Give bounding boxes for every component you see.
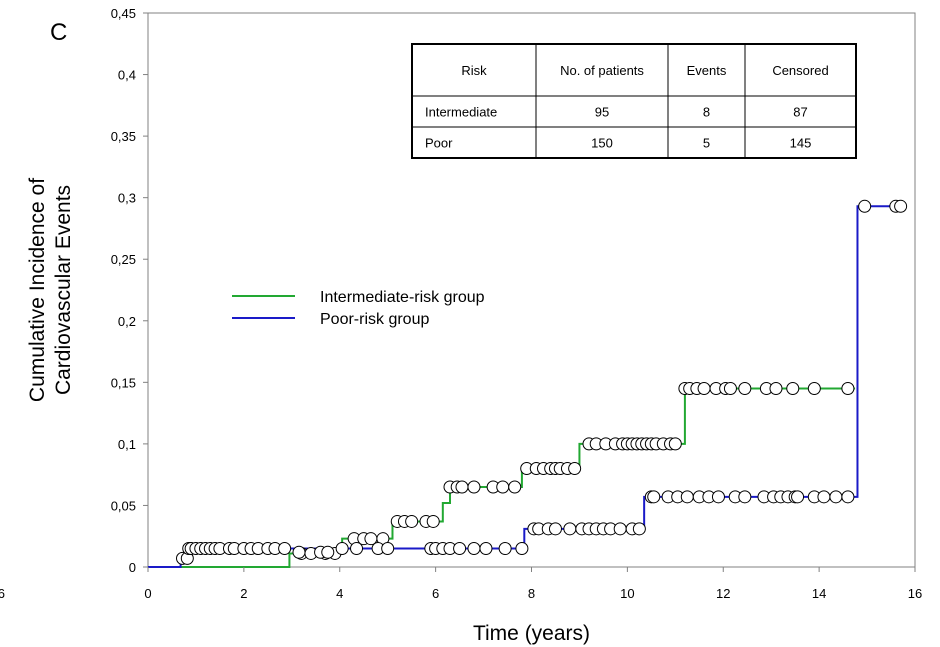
table-cell: Intermediate: [425, 105, 497, 120]
poor-censor-marker: [680, 490, 694, 504]
table-cell: Poor: [425, 136, 453, 151]
poor-censor-marker: [632, 522, 646, 536]
x-tick-label: 4: [336, 586, 343, 601]
stray-tick-label: 6: [0, 586, 5, 601]
table-cell: 5: [703, 136, 710, 151]
poor-censor-marker: [515, 542, 529, 556]
table-header-cell: Risk: [461, 63, 487, 78]
intermediate-censor-marker: [508, 480, 522, 494]
table-cell: 87: [793, 105, 807, 120]
intermediate-censor-marker: [405, 514, 419, 528]
y-tick-label: 0,4: [118, 68, 136, 83]
intermediate-censor-marker: [769, 381, 783, 395]
intermediate-censor-marker: [496, 480, 510, 494]
poor-censor-marker: [548, 522, 562, 536]
intermediate-step-line: [148, 387, 856, 568]
y-tick-label: 0,15: [111, 375, 136, 390]
poor-censor-marker: [498, 542, 512, 556]
poor-censor-marker: [791, 490, 805, 504]
poor-censor-marker: [467, 542, 481, 556]
x-tick-label: 14: [812, 586, 826, 601]
intermediate-censor-marker: [668, 437, 682, 451]
poor-censor-marker: [647, 490, 661, 504]
poor-censor-marker: [738, 490, 752, 504]
legend-label: Poor-risk group: [320, 311, 429, 328]
table-cell: 150: [591, 136, 613, 151]
stats-table: Risk No. of patients Events Censored Interme…: [411, 43, 857, 159]
x-tick-label: 8: [528, 586, 535, 601]
poor-censor-marker: [278, 542, 292, 556]
x-tick-label: 16: [908, 586, 922, 601]
poor-censor-marker: [894, 199, 908, 213]
table-border: [411, 43, 857, 159]
table-cell: 8: [703, 105, 710, 120]
poor-censor-marker: [841, 490, 855, 504]
table-cell: 145: [790, 136, 812, 151]
legend: Intermediate-risk group Poor-risk group: [232, 289, 485, 328]
intermediate-censor-marker: [807, 381, 821, 395]
x-tick-label: 6: [432, 586, 439, 601]
poor-censor-marker: [829, 490, 843, 504]
poor-censor-marker: [711, 490, 725, 504]
legend-label: Intermediate-risk group: [320, 289, 485, 306]
y-tick-label: 0,2: [118, 314, 136, 329]
poor-censor-marker: [381, 542, 395, 556]
table-cell: 95: [595, 105, 609, 120]
table-header-cell: Events: [687, 63, 727, 78]
y-tick-label: 0,05: [111, 498, 136, 513]
y-tick-label: 0,3: [118, 191, 136, 206]
y-axis-title-line-1: Cumulative Incidence of: [26, 178, 49, 402]
poor-censor-marker: [350, 542, 364, 556]
poor-censor-marker: [563, 522, 577, 536]
poor-censor-marker: [453, 542, 467, 556]
intermediate-censor-marker: [455, 480, 469, 494]
poor-censor-marker: [613, 522, 627, 536]
y-tick-label: 0: [129, 560, 136, 575]
intermediate-censor-marker: [841, 381, 855, 395]
intermediate-censor-marker: [697, 381, 711, 395]
poor-censor-marker: [335, 542, 349, 556]
x-tick-label: 0: [144, 586, 151, 601]
x-axis-title: Time (years): [473, 622, 590, 645]
intermediate-censor-marker: [426, 514, 440, 528]
poor-censor-marker: [817, 490, 831, 504]
x-tick-label: 2: [240, 586, 247, 601]
y-tick-label: 0,45: [111, 6, 136, 21]
x-tick-label: 12: [716, 586, 730, 601]
poor-censor-marker: [479, 542, 493, 556]
x-tick-label: 10: [620, 586, 634, 601]
intermediate-censor-marker: [723, 381, 737, 395]
panel-label: C: [50, 19, 67, 46]
poor-censor-marker: [292, 545, 306, 559]
y-axis-title-line-2: Cardiovascular Events: [52, 185, 75, 395]
poor-censor-marker: [321, 545, 335, 559]
intermediate-censor-marker: [786, 381, 800, 395]
table-header-cell: Censored: [772, 63, 828, 78]
y-tick-label: 0,25: [111, 252, 136, 267]
y-tick-label: 0,1: [118, 437, 136, 452]
poor-censor-marker: [858, 199, 872, 213]
intermediate-censor-marker: [738, 381, 752, 395]
y-tick-label: 0,35: [111, 129, 136, 144]
table-header-cell: No. of patients: [560, 63, 644, 78]
intermediate-censor-marker: [467, 480, 481, 494]
intermediate-censor-marker: [568, 462, 582, 476]
